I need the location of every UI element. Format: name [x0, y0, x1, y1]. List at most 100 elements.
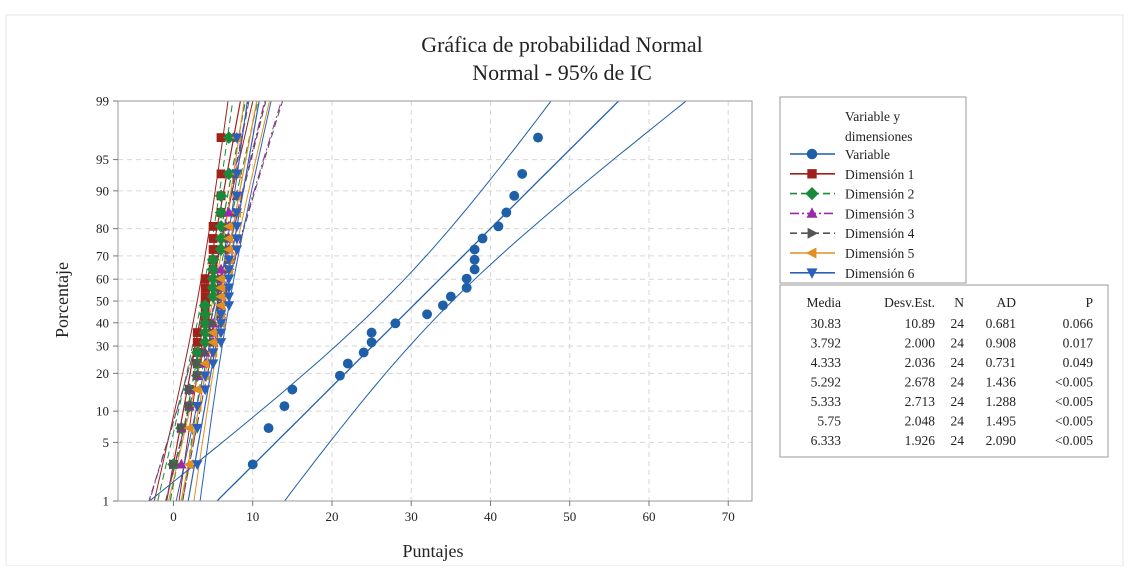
- data-point: [206, 253, 220, 266]
- stats-cell: 2.000: [905, 336, 936, 351]
- y-tick-label: 99: [96, 94, 109, 109]
- stats-cell: <0.005: [1055, 394, 1093, 409]
- stats-cell: 5.75: [817, 414, 841, 429]
- data-point: [493, 221, 504, 232]
- data-point: [223, 206, 235, 217]
- data-point: [214, 206, 228, 219]
- data-point: [185, 384, 196, 395]
- data-point: [215, 300, 226, 311]
- data-point: [223, 233, 234, 244]
- data-point: [176, 458, 187, 469]
- stats-cell: 24: [951, 336, 965, 351]
- data-point: [533, 132, 543, 143]
- data-point: [287, 384, 298, 395]
- chart-subtitle: Normal - 95% de IC: [472, 60, 652, 85]
- stats-cell: 5.333: [811, 394, 842, 409]
- stats-cell: <0.005: [1055, 414, 1093, 429]
- fit-lines: [148, 101, 687, 501]
- stats-cell: 2.678: [905, 375, 936, 390]
- data-point: [223, 301, 235, 312]
- data-point: [198, 326, 212, 339]
- data-point: [501, 207, 512, 218]
- legend-entry: Dimensión 6: [845, 266, 915, 281]
- data-point: [192, 337, 202, 347]
- fit-line: [165, 101, 266, 501]
- stats-cell: 2.713: [905, 394, 936, 409]
- stats-cell: <0.005: [1055, 433, 1093, 448]
- data-point: [445, 291, 456, 302]
- data-point: [342, 358, 353, 369]
- data-point: [231, 191, 243, 202]
- stats-cell: 1.288: [986, 394, 1017, 409]
- data-point: [215, 263, 227, 274]
- legend: Variable y dimensiones Variable Dimensión 1…: [779, 96, 967, 284]
- legend-swatch-marker: [807, 169, 817, 179]
- ci-upper-band: [178, 101, 254, 501]
- ci-lower-band: [148, 101, 552, 501]
- stats-cell: 10.89: [905, 316, 936, 331]
- data-point: [279, 401, 290, 412]
- data-point: [214, 220, 228, 233]
- y-tick-label: 30: [96, 339, 109, 354]
- legend-swatch-marker: [806, 148, 818, 160]
- data-point: [198, 299, 212, 312]
- legend-entry: Dimensión 1: [845, 167, 914, 182]
- data-point: [223, 274, 235, 285]
- data-point: [469, 254, 480, 265]
- data-point: [193, 358, 203, 369]
- legend-swatch-marker: [805, 187, 819, 201]
- legend-swatch-marker: [806, 268, 818, 279]
- data-point: [216, 169, 226, 179]
- data-point: [214, 243, 228, 256]
- stats-cell: 1.926: [905, 433, 936, 448]
- stats-cell: 1.436: [986, 375, 1017, 390]
- data-point: [200, 292, 210, 302]
- ci-upper-band: [199, 101, 272, 501]
- data-point: [422, 309, 433, 320]
- y-tick-label: 70: [96, 248, 109, 263]
- data-point: [198, 336, 212, 349]
- data-point: [199, 358, 210, 369]
- data-point: [509, 190, 520, 201]
- stats-cell: 0.017: [1063, 336, 1094, 351]
- y-tick-label: 1: [103, 494, 110, 509]
- data-point: [177, 422, 188, 434]
- stats-cell: 24: [951, 394, 965, 409]
- x-tick-label: 30: [405, 509, 418, 524]
- stats-cell: 24: [951, 375, 965, 390]
- data-point: [477, 233, 488, 244]
- stats-cell: 30.83: [811, 316, 842, 331]
- data-point: [191, 346, 204, 359]
- fit-line: [216, 101, 620, 501]
- stats-cell: 0.066: [1063, 316, 1094, 331]
- data-point: [461, 273, 472, 284]
- data-point: [215, 328, 227, 339]
- data-point: [192, 328, 202, 338]
- x-tick-label: 60: [642, 509, 655, 524]
- data-point: [223, 265, 235, 276]
- data-point: [207, 337, 218, 348]
- data-point: [358, 347, 369, 358]
- stats-cell: 4.333: [811, 355, 842, 370]
- x-tick-label: 20: [325, 509, 338, 524]
- x-tick-label: 0: [170, 509, 177, 524]
- data-point: [223, 283, 235, 294]
- data-point: [366, 337, 377, 348]
- data-point: [223, 255, 235, 266]
- data-point: [214, 232, 228, 245]
- data-points: [167, 131, 543, 471]
- data-point: [169, 459, 180, 470]
- stats-cell: 0.731: [986, 355, 1016, 370]
- x-tick-label: 50: [563, 509, 576, 524]
- data-point: [215, 273, 226, 284]
- stats-header: Media: [807, 295, 842, 310]
- data-point: [215, 282, 226, 293]
- stats-header: N: [954, 295, 964, 310]
- data-point: [183, 459, 194, 470]
- legend-entry: Variable: [845, 147, 890, 162]
- stats-cell: 24: [951, 355, 965, 370]
- data-point: [206, 263, 220, 276]
- stats-cell: 24: [951, 316, 965, 331]
